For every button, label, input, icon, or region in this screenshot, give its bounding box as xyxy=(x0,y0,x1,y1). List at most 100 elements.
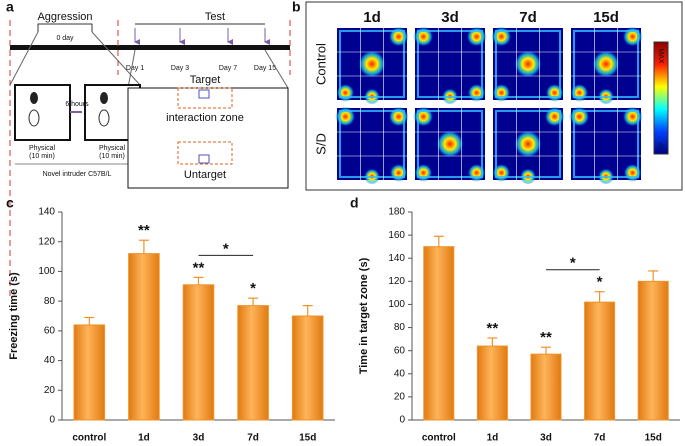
day-label: Day 15 xyxy=(254,65,276,72)
y-tick-label: 140 xyxy=(388,253,405,264)
error-bar xyxy=(302,305,313,316)
test-label: Test xyxy=(205,11,225,23)
box-duration: (10 min) xyxy=(29,153,55,160)
intruder-label: Novel intruder C57B/L xyxy=(43,171,112,178)
significance: ** xyxy=(487,320,499,337)
hotspot xyxy=(569,106,590,127)
mouse xyxy=(100,92,108,104)
trace xyxy=(495,110,561,178)
trace xyxy=(339,30,405,98)
bar xyxy=(182,284,215,421)
x-tick-label: control xyxy=(422,433,456,444)
row-label: Control xyxy=(313,43,328,85)
error-bar xyxy=(84,316,95,325)
condition-label: 7d xyxy=(519,9,537,26)
bar xyxy=(530,353,562,421)
bracket xyxy=(37,23,93,32)
error-bar xyxy=(594,291,605,303)
arena xyxy=(127,87,289,189)
panel-label: c xyxy=(6,195,14,211)
x-tick-label: 1d xyxy=(138,433,150,444)
y-tick-label: 180 xyxy=(388,207,405,218)
bar xyxy=(584,301,616,421)
trace xyxy=(573,30,639,98)
day0-label: 0 day xyxy=(56,35,74,42)
error-bar xyxy=(248,297,259,306)
x-tick-label: 1d xyxy=(487,433,499,444)
mouse xyxy=(30,92,38,104)
y-tick-label: 20 xyxy=(394,392,406,403)
box-label: Physical xyxy=(99,145,126,152)
heatmap-panel: b MAX 0 1d 3d 7d 15d Control S/D xyxy=(292,0,683,191)
bracket-label: * xyxy=(570,255,576,272)
panel-label: b xyxy=(292,0,301,15)
colorbar xyxy=(653,41,669,155)
hotspot xyxy=(436,130,464,158)
hotspot xyxy=(413,26,434,47)
hotspot xyxy=(491,26,512,47)
zone-label: interaction zone xyxy=(166,112,244,124)
trace xyxy=(339,110,405,178)
protocol-diagram: a Aggression 0 day Test Day 1 Day 3 Day … xyxy=(6,0,291,300)
bar xyxy=(128,253,160,421)
y-tick-label: 20 xyxy=(44,385,56,396)
arrows xyxy=(134,28,270,45)
x-tick-label: 7d xyxy=(247,433,259,444)
condition-label: 1d xyxy=(363,9,381,26)
x-tick-label: 15d xyxy=(299,433,316,444)
x-tick-label: 3d xyxy=(193,433,205,444)
day-label: Day 3 xyxy=(171,65,189,72)
y-tick-label: 140 xyxy=(38,207,55,218)
bar xyxy=(423,246,455,421)
error-bar xyxy=(138,239,149,254)
trace xyxy=(495,30,561,98)
hotspot xyxy=(388,26,409,47)
error-bar xyxy=(487,337,498,347)
bracket-label: * xyxy=(223,240,229,257)
significance: ** xyxy=(540,329,552,346)
hotspot xyxy=(514,50,542,78)
hotspot xyxy=(388,106,409,127)
aggression-label: Aggression xyxy=(37,11,92,23)
connector xyxy=(9,31,289,89)
error-bar xyxy=(433,235,444,247)
y-tick-label: 160 xyxy=(388,230,405,241)
target-label: Target xyxy=(190,74,221,86)
hotspot xyxy=(514,130,542,158)
day-label: Day 1 xyxy=(126,65,144,72)
colorbar-min: 0 xyxy=(659,143,663,150)
y-axis-label: Freezing time (s) xyxy=(8,272,20,360)
y-tick-label: 0 xyxy=(399,415,405,426)
hotspot xyxy=(413,106,434,127)
error-bar xyxy=(541,346,551,355)
x-tick-label: 3d xyxy=(540,433,552,444)
y-tick-label: 60 xyxy=(44,325,56,336)
y-tick-label: 100 xyxy=(38,266,55,277)
significance: ** xyxy=(138,222,150,239)
y-tick-label: 120 xyxy=(388,276,405,287)
condition-label: 15d xyxy=(593,9,619,26)
bar xyxy=(637,280,669,421)
target-cup xyxy=(198,89,210,99)
error-bar xyxy=(193,276,204,285)
x-tick-label: control xyxy=(72,433,106,444)
hotspot xyxy=(466,26,487,47)
day-label: Day 7 xyxy=(219,65,237,72)
untarget-zone xyxy=(177,141,233,165)
hotspot xyxy=(622,106,643,127)
cage xyxy=(14,84,71,141)
y-tick-label: 120 xyxy=(38,236,55,247)
colorbar-max: MAX xyxy=(657,48,664,64)
box-label: Physical xyxy=(29,145,56,152)
mouse xyxy=(28,109,40,127)
significance: ** xyxy=(193,259,205,276)
bar xyxy=(476,345,508,421)
target-zone xyxy=(177,87,233,109)
y-tick-label: 60 xyxy=(394,345,406,356)
significance: * xyxy=(250,280,256,297)
trace xyxy=(573,110,639,178)
y-tick-label: 80 xyxy=(394,322,406,333)
bar xyxy=(291,315,324,421)
significance: * xyxy=(597,274,603,291)
